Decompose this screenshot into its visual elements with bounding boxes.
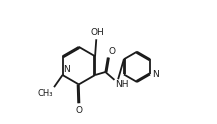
Text: CH₃: CH₃ (38, 89, 53, 98)
Text: O: O (76, 106, 83, 115)
Text: N: N (152, 70, 159, 79)
Text: O: O (108, 47, 115, 56)
Text: OH: OH (90, 28, 104, 37)
Text: NH: NH (115, 80, 129, 90)
Text: N: N (63, 65, 70, 74)
